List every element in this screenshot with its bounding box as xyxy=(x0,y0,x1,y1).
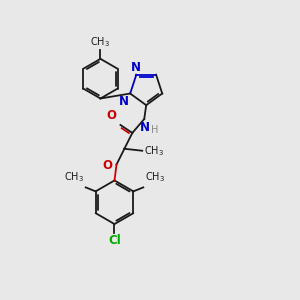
Text: O: O xyxy=(106,109,116,122)
Text: CH$_3$: CH$_3$ xyxy=(145,171,165,184)
Text: O: O xyxy=(103,159,112,172)
Text: Cl: Cl xyxy=(108,234,121,247)
Text: CH$_3$: CH$_3$ xyxy=(91,35,110,49)
Text: N: N xyxy=(119,94,129,107)
Text: CH$_3$: CH$_3$ xyxy=(64,171,84,184)
Text: CH$_3$: CH$_3$ xyxy=(144,144,164,158)
Text: H: H xyxy=(151,125,158,135)
Text: N: N xyxy=(140,121,150,134)
Text: N: N xyxy=(131,61,141,74)
